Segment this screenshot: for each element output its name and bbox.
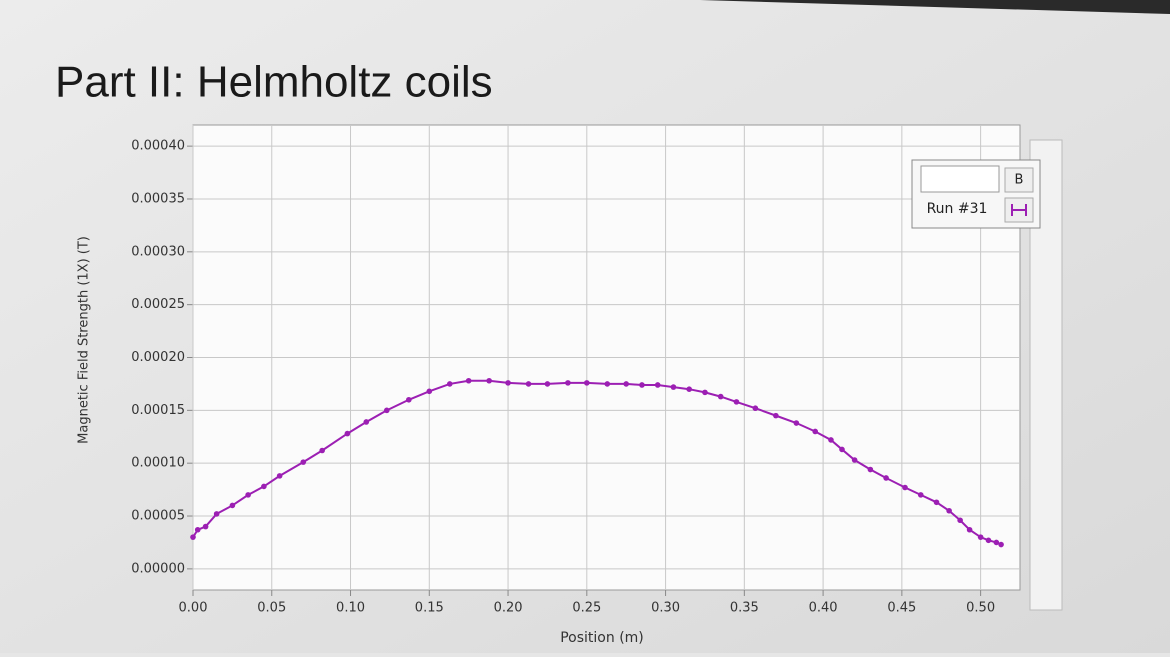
legend-swatch [1011,204,1027,216]
y-tick-label: 0.00030 [131,244,185,259]
data-point [828,437,834,443]
x-tick-label: 0.30 [651,601,680,616]
data-point [917,492,924,498]
y-tick-label: 0.00040 [131,139,185,154]
data-point [867,466,874,473]
data-point [966,526,973,533]
data-point [773,412,779,419]
y-axis-label: Magnetic Field Strength (1X) (T) [77,236,92,444]
data-point [752,405,759,412]
data-point [276,473,283,479]
data-point [319,447,325,454]
data-point [465,377,472,384]
plot [190,377,1004,548]
data-point [793,420,800,426]
data-point [985,537,992,544]
data-point [993,539,1000,546]
data-point [623,381,629,387]
data-point [977,534,984,540]
data-point [363,419,370,425]
data-point [525,381,532,387]
data-point [406,396,412,403]
x-tick-label: 0.50 [966,601,995,616]
data-point [670,384,677,390]
data-point [486,377,492,384]
data-point [639,382,645,388]
x-tick-label: 0.35 [730,601,759,616]
data-point [261,483,267,490]
x-tick-label: 0.25 [572,601,601,616]
legend-input[interactable] [920,165,1000,193]
data-point [300,459,307,465]
x-tick-label: 0.40 [809,601,838,616]
data-point [584,380,590,386]
x-tick-label: 0.20 [494,601,523,616]
legend-column-label: B [1015,173,1024,188]
data-point [202,523,209,530]
data-point [446,381,453,387]
data-point [686,386,692,393]
y-tick-label: 0.00010 [131,456,185,471]
data-point [883,475,889,481]
x-tick-label: 0.00 [179,601,208,616]
y-tick-label: 0.00015 [131,403,185,418]
data-point [229,502,236,509]
data-point [839,446,845,453]
x-tick-label: 0.45 [887,601,916,616]
x-axis-label: Position (m) [560,630,644,646]
data-point [383,407,390,414]
data-point [902,484,908,491]
data-point [946,507,952,514]
data-point [194,526,201,533]
data-point [812,428,819,435]
x-tick-label: 0.10 [336,601,365,616]
slide-title: Part II: Helmholtz coils [55,58,493,107]
y-tick-label: 0.00035 [131,191,185,206]
data-point [717,393,724,400]
bezel [700,0,1170,14]
data-point [213,511,220,517]
data-point [245,492,251,498]
data-point [933,499,940,506]
grid: 0.000000.000050.000100.000150.000200.000… [131,125,1020,616]
data-point [998,541,1004,548]
legend-column [1004,167,1034,193]
data-point [957,517,963,524]
data-point [190,534,196,540]
data-point [654,382,661,388]
x-tick-label: 0.05 [257,601,286,616]
data-point [565,380,571,386]
y-tick-label: 0.00025 [131,297,185,312]
x-tick-label: 0.15 [415,601,444,616]
data-point [344,430,351,437]
data-point [851,457,858,463]
data-point [702,389,708,396]
data-point [544,381,551,387]
y-tick-label: 0.00000 [131,561,185,576]
data-point [733,399,740,405]
data-point [505,380,511,386]
y-tick-label: 0.00020 [131,350,185,365]
data-point [426,388,433,395]
legend-label: Run #31 [927,201,988,217]
data-point [604,381,611,387]
y-tick-label: 0.00005 [131,509,185,524]
